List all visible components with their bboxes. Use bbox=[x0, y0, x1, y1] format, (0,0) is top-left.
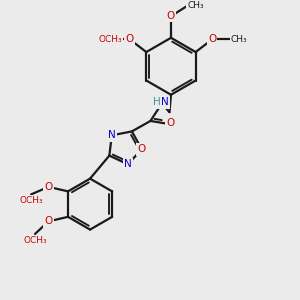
Text: N: N bbox=[124, 159, 132, 169]
Text: CH₃: CH₃ bbox=[188, 1, 204, 10]
Text: O: O bbox=[166, 118, 174, 128]
Text: O: O bbox=[138, 144, 146, 154]
Text: H: H bbox=[153, 98, 160, 107]
Text: CH₃: CH₃ bbox=[231, 35, 248, 44]
Text: O: O bbox=[44, 216, 53, 226]
Text: OCH₃: OCH₃ bbox=[99, 35, 122, 44]
Text: O: O bbox=[208, 34, 216, 44]
Text: OCH₃: OCH₃ bbox=[19, 196, 43, 206]
Text: O: O bbox=[44, 182, 53, 192]
Text: N: N bbox=[108, 130, 116, 140]
Text: OCH₃: OCH₃ bbox=[23, 236, 47, 245]
Text: O: O bbox=[126, 34, 134, 44]
Text: N: N bbox=[161, 98, 169, 107]
Text: O: O bbox=[167, 11, 175, 21]
